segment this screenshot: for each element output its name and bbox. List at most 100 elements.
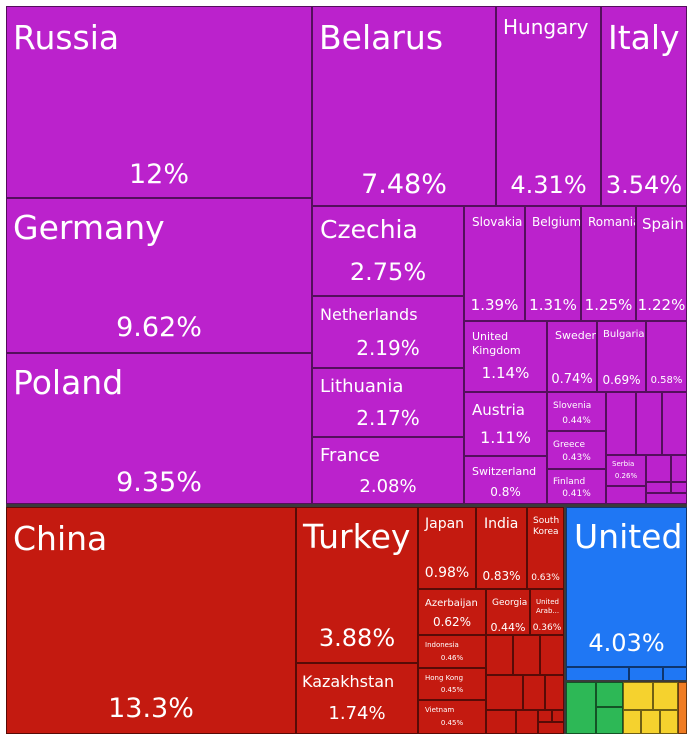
tile-unlabeled [596, 682, 623, 707]
tile-label: Lithuania [320, 376, 404, 397]
tile-united-arab: United Arab... 0.36% [530, 589, 564, 635]
tile-label: United Arab... [536, 598, 560, 615]
tile-label: Japan [425, 516, 465, 532]
tile-value: 9.62% [116, 311, 202, 343]
tile-label: Slovenia [553, 401, 592, 411]
tile-unlabeled [486, 635, 513, 675]
tile-value: 3.88% [318, 624, 396, 652]
tile-unlabeled [486, 675, 523, 710]
tile-vietnam: Vietnam 0.45% [418, 700, 486, 734]
tile-value: 2.17% [356, 406, 420, 430]
tile-value: 1.22% [637, 295, 686, 314]
tile-romania: Romania 1.25% [581, 206, 636, 321]
tile-label: Italy [608, 18, 680, 57]
tile-value: 1.39% [470, 295, 519, 314]
tile-netherlands: Netherlands 2.19% [312, 296, 464, 368]
tile-value: 2.75% [349, 258, 427, 286]
tile-value: 0.44% [562, 415, 591, 426]
tile-lithuania: Lithuania 2.17% [312, 368, 464, 437]
tile-label: Germany [13, 208, 165, 247]
tile-value: 0.41% [562, 488, 591, 499]
tile-poland: Poland 9.35% [6, 353, 312, 504]
tile-hong-kong: Hong Kong 0.45% [418, 668, 486, 700]
tile-value: 0.43% [562, 452, 591, 463]
tile-unlabeled [671, 482, 687, 493]
tile-value: 13.3% [108, 692, 194, 724]
tile-value: 0.62% [432, 615, 472, 629]
tile-greece: Greece 0.43% [547, 431, 606, 469]
tile-czechia: Czechia 2.75% [312, 206, 464, 296]
tile-azerbaijan: Azerbaijan 0.62% [418, 589, 486, 635]
tile-unlabeled [486, 710, 516, 734]
tile-switzerland: Switzerland 0.8% [464, 456, 547, 504]
tile-unlabeled [538, 722, 564, 734]
tile-label: China [13, 519, 108, 558]
tile-label: Spain [642, 215, 684, 233]
tile-unlabeled [623, 710, 641, 734]
tile-value: 9.35% [116, 466, 202, 498]
tile-south-korea: South Korea 0.63% [527, 507, 564, 589]
tile-label: Serbia [612, 460, 635, 468]
tile-value: 4.31% [510, 171, 587, 199]
tile-label: United States [574, 517, 686, 556]
tile-value: 0.8% [490, 485, 521, 499]
tile-unlabeled [641, 710, 660, 734]
tile-label: United Kingdom [472, 330, 521, 357]
tile-label: Belgium [532, 215, 581, 229]
tile-value: 0.45% [440, 718, 464, 727]
tile-finland: Finland 0.41% [547, 469, 606, 504]
tile-unlabeled [540, 635, 564, 675]
tile-belgium: Belgium 1.31% [525, 206, 581, 321]
tile-united-kingdom: United Kingdom 1.14% [464, 321, 547, 392]
tile-unlabeled [678, 682, 687, 734]
tile-label: Hong Kong [425, 674, 464, 682]
tile-unlabeled [523, 675, 545, 710]
tile-sweden: Sweden 0.74% [547, 321, 597, 392]
tile-label: Georgia [492, 598, 528, 608]
tile-value: 2.19% [356, 336, 420, 360]
tile-china: China 13.3% [6, 507, 296, 734]
tile-label: Finland [553, 477, 586, 487]
tile-united-states: United States 4.03% [566, 507, 687, 667]
tile-label: India [484, 516, 519, 532]
tile-label: South Korea [533, 516, 560, 538]
tile-unlabeled [671, 455, 687, 482]
tile-label: Turkey [303, 517, 411, 556]
tile-unlabeled [646, 455, 671, 482]
tile-value: 4.03% [588, 629, 665, 657]
tile-unlabeled [538, 710, 552, 722]
tile-label: Sweden [555, 329, 597, 342]
tile-label: Russia [13, 18, 120, 57]
tile-belarus: Belarus 7.48% [312, 6, 496, 206]
tile-unlabeled [566, 682, 596, 734]
tile-label: Hungary [503, 15, 589, 39]
tile-value: 0.74% [551, 371, 593, 387]
tile-unlabeled [545, 675, 564, 710]
tile-georgia: Georgia 0.44% [486, 589, 530, 635]
tile-value: 3.54% [605, 171, 683, 199]
tile-unlabeled [516, 710, 538, 734]
tile-russia: Russia 12% [6, 6, 312, 198]
tile-label: Bulgaria [603, 329, 645, 340]
tile-unlabeled [513, 635, 540, 675]
tile-slovenia: Slovenia 0.44% [547, 392, 606, 431]
tile-germany: Germany 9.62% [6, 198, 312, 353]
tile-unlabeled [636, 392, 662, 455]
tile-value: 0.69% [602, 373, 641, 387]
tile-unlabeled [606, 486, 646, 504]
tile-label: Indonesia [425, 641, 459, 649]
tile-value: 1.31% [529, 295, 577, 314]
tile-label: Belarus [319, 18, 444, 57]
tile-unlabeled [646, 493, 687, 504]
tile-label: Greece [553, 440, 586, 450]
tile-value: 12% [128, 158, 189, 190]
tile-value: 0.63% [531, 572, 560, 583]
tile-value: 0.83% [482, 569, 521, 583]
tile-label: Austria [472, 401, 525, 419]
tile-label: Netherlands [320, 305, 418, 324]
tile-unlabeled [606, 392, 636, 455]
tile-unlabeled [653, 682, 678, 710]
region-divider [564, 507, 566, 734]
tile-turkey: Turkey 3.88% [296, 507, 418, 663]
